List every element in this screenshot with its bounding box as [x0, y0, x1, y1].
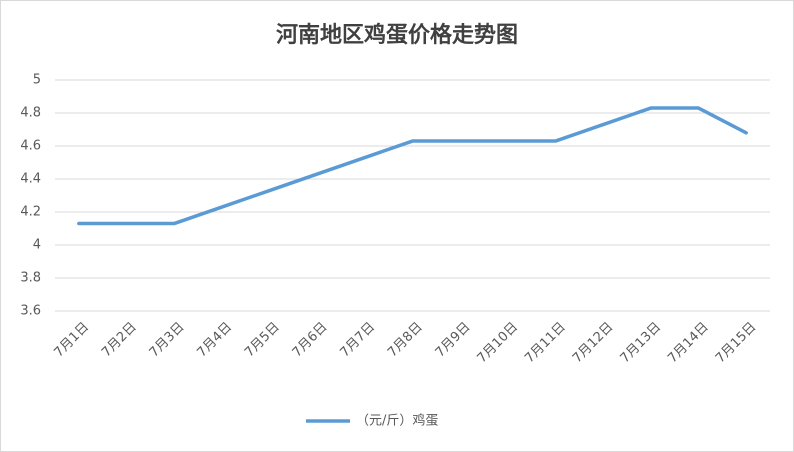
line-series	[77, 106, 748, 226]
y-tick-label: 4.8	[20, 106, 41, 121]
y-tick-label: 4.4	[20, 172, 41, 187]
y-tick-label: 5	[33, 73, 41, 88]
y-tick-label: 4.2	[20, 205, 41, 220]
y-tick-label: 3.6	[20, 304, 41, 319]
y-tick-label: 4.6	[20, 139, 41, 154]
legend-label: （元/斤）鸡蛋	[356, 413, 438, 429]
y-tick-label: 3.8	[20, 271, 41, 286]
chart-title: 河南地区鸡蛋价格走势图	[276, 22, 518, 48]
y-tick-label: 4	[33, 238, 41, 253]
